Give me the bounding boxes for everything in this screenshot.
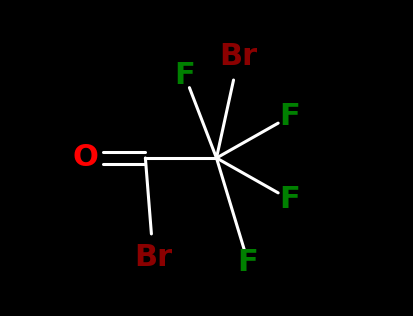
Text: F: F — [278, 102, 299, 131]
Text: O: O — [72, 143, 98, 173]
Text: F: F — [278, 185, 299, 214]
Text: F: F — [174, 61, 195, 90]
Text: Br: Br — [219, 42, 257, 71]
Text: F: F — [237, 248, 258, 277]
Text: Br: Br — [134, 243, 172, 272]
